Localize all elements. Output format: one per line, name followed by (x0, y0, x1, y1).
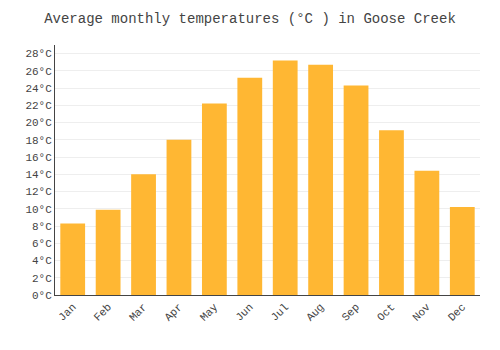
svg-text:Nov: Nov (410, 301, 433, 324)
svg-text:18°C: 18°C (25, 135, 52, 147)
svg-text:2°C: 2°C (32, 273, 52, 285)
svg-text:Apr: Apr (162, 301, 184, 323)
svg-text:Jan: Jan (56, 301, 78, 323)
svg-text:16°C: 16°C (25, 152, 52, 164)
svg-text:Jun: Jun (233, 301, 255, 323)
svg-text:Jul: Jul (269, 301, 291, 323)
svg-text:Oct: Oct (375, 301, 397, 323)
svg-text:Dec: Dec (446, 301, 468, 323)
svg-text:26°C: 26°C (25, 66, 52, 78)
svg-text:Mar: Mar (127, 301, 149, 323)
svg-text:8°C: 8°C (32, 221, 52, 233)
svg-text:24°C: 24°C (25, 83, 52, 95)
svg-text:May: May (198, 301, 221, 324)
svg-text:10°C: 10°C (25, 204, 52, 216)
svg-text:0°C: 0°C (32, 290, 52, 302)
svg-text:Sep: Sep (340, 301, 362, 323)
svg-text:Feb: Feb (92, 301, 114, 323)
svg-text:28°C: 28°C (25, 48, 52, 60)
svg-text:Aug: Aug (304, 301, 326, 323)
svg-text:20°C: 20°C (25, 117, 52, 129)
svg-text:14°C: 14°C (25, 169, 52, 181)
svg-text:4°C: 4°C (32, 255, 52, 267)
svg-text:22°C: 22°C (25, 100, 52, 112)
svg-text:12°C: 12°C (25, 186, 52, 198)
svg-text:Average monthly temperatures (: Average monthly temperatures (°C ) in Go… (44, 11, 456, 27)
svg-text:6°C: 6°C (32, 238, 52, 250)
